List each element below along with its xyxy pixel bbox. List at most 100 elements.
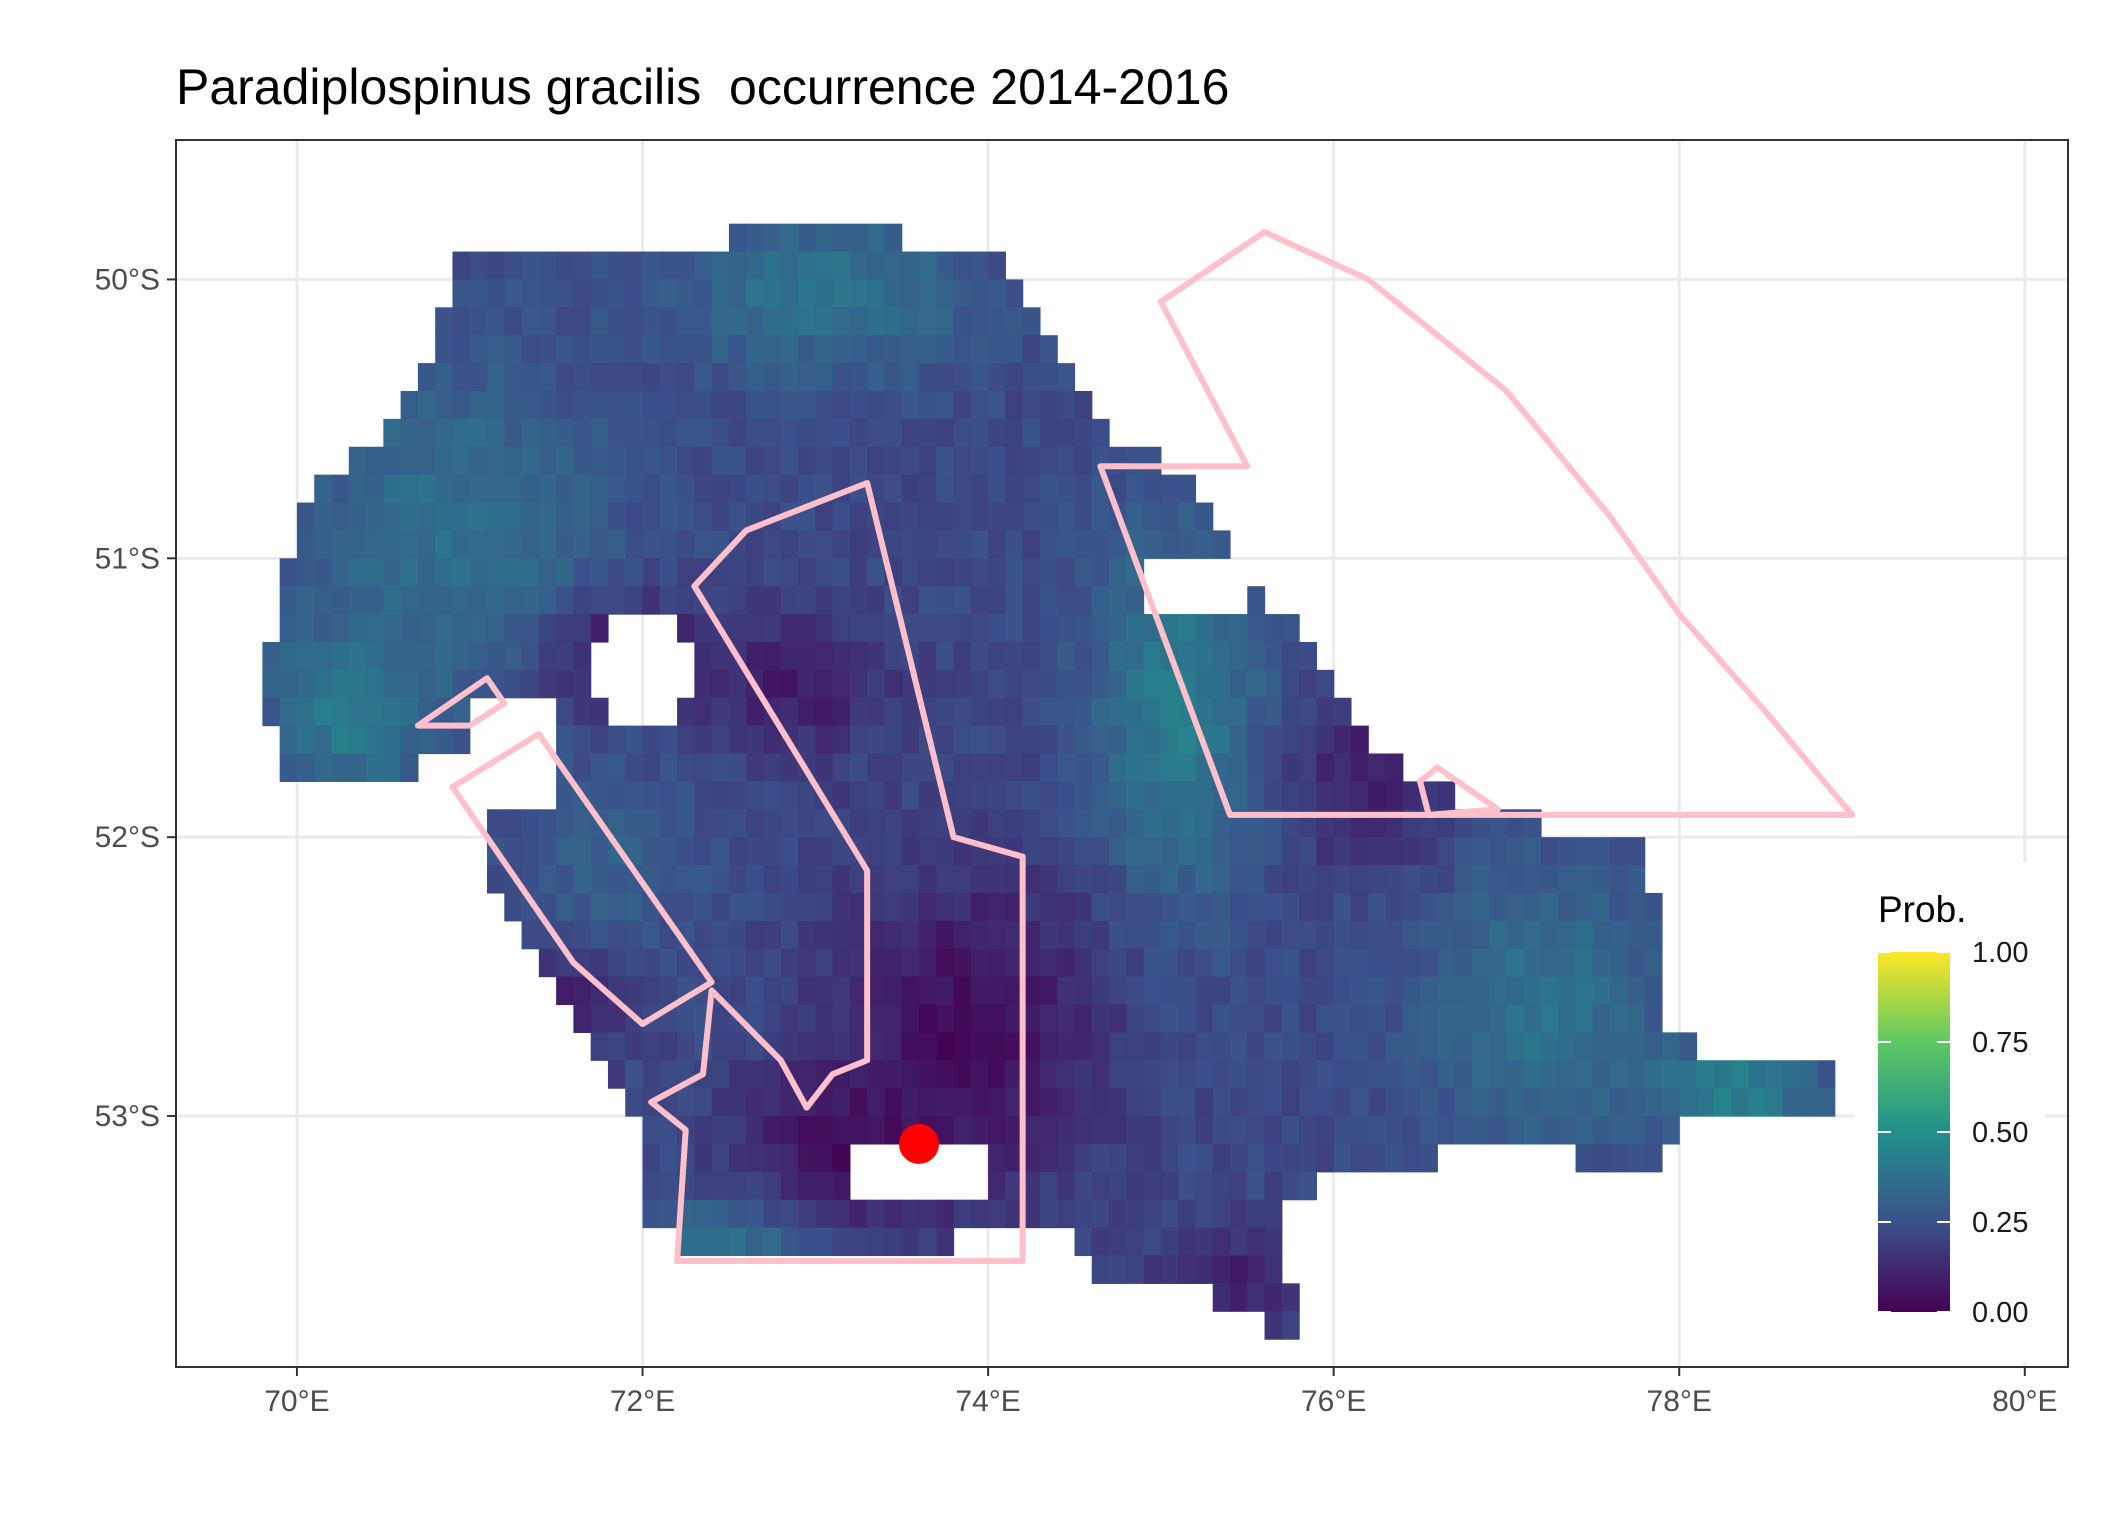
raster-cell: [763, 948, 782, 978]
raster-cell: [1627, 920, 1646, 950]
raster-cell: [728, 390, 747, 420]
raster-cell: [901, 697, 920, 727]
raster-cell: [867, 837, 886, 866]
raster-cell: [504, 809, 523, 838]
raster-cell: [452, 279, 471, 308]
raster-cell: [711, 363, 730, 392]
raster-cell: [1471, 1088, 1490, 1117]
raster-cell: [504, 669, 523, 699]
raster-cell: [815, 1032, 834, 1061]
raster-cell: [849, 307, 868, 336]
raster-cell: [1610, 1116, 1628, 1145]
raster-cell: [1091, 1004, 1110, 1033]
raster-cell: [901, 1004, 920, 1033]
raster-cell: [573, 586, 592, 615]
raster-cell: [1247, 614, 1266, 643]
raster-cell: [1316, 697, 1335, 727]
raster-cell: [694, 251, 713, 281]
raster-cell: [296, 697, 315, 727]
raster-cell: [884, 809, 903, 838]
raster-cell: [1091, 837, 1110, 866]
raster-cell: [746, 753, 765, 782]
raster-cell: [867, 781, 886, 810]
raster-cell: [763, 1143, 782, 1173]
raster-cell: [1368, 1116, 1387, 1145]
raster-cell: [331, 502, 350, 532]
raster-cell: [1057, 865, 1076, 894]
raster-cell: [1126, 641, 1145, 671]
raster-cell: [1402, 781, 1421, 810]
raster-cell: [867, 1199, 886, 1229]
raster-cell: [798, 1032, 816, 1061]
raster-cell: [1229, 865, 1248, 894]
raster-cell: [469, 335, 488, 364]
raster-cell: [487, 390, 505, 420]
raster-cell: [1299, 669, 1317, 699]
raster-cell: [1074, 390, 1093, 420]
raster-cell: [780, 446, 799, 476]
raster-cell: [1022, 809, 1041, 838]
raster-cell: [487, 865, 505, 894]
raster-cell: [1782, 1088, 1801, 1117]
raster-cell: [1368, 1088, 1387, 1117]
raster-cell: [1247, 1116, 1266, 1145]
raster-cell: [1610, 948, 1628, 978]
raster-cell: [1109, 1171, 1127, 1201]
raster-cell: [383, 614, 402, 643]
raster-cell: [867, 976, 886, 1006]
raster-cell: [1368, 948, 1387, 978]
raster-cell: [780, 1032, 799, 1061]
raster-cell: [1005, 558, 1024, 587]
raster-cell: [849, 920, 868, 950]
raster-cell: [1195, 920, 1214, 950]
raster-cell: [746, 279, 765, 308]
raster-cell: [452, 697, 471, 727]
raster-cell: [763, 725, 782, 755]
raster-cell: [331, 753, 350, 782]
raster-cell: [1333, 948, 1352, 978]
raster-cell: [901, 1227, 920, 1257]
raster-cell: [1126, 446, 1145, 476]
raster-cell: [884, 1088, 903, 1117]
raster-cell: [504, 474, 523, 504]
raster-cell: [1247, 1032, 1266, 1061]
raster-cell: [642, 1143, 661, 1173]
raster-cell: [590, 307, 609, 336]
raster-cell: [590, 558, 609, 587]
raster-cell: [1005, 1171, 1024, 1201]
raster-cell: [1385, 837, 1404, 866]
raster-cell: [1005, 725, 1024, 755]
raster-cell: [970, 418, 989, 448]
raster-cell: [417, 725, 436, 755]
raster-cell: [1057, 474, 1076, 504]
raster-cell: [901, 502, 920, 532]
raster-cell: [832, 363, 851, 392]
raster-cell: [763, 390, 782, 420]
raster-cell: [815, 1143, 834, 1173]
raster-cell: [1195, 669, 1214, 699]
raster-cell: [1160, 948, 1179, 978]
raster-cell: [1022, 725, 1041, 755]
raster-cell: [383, 669, 402, 699]
raster-cell: [1592, 1088, 1611, 1117]
y-tick-label: 50°S: [95, 263, 160, 296]
raster-cell: [366, 669, 384, 699]
raster-cell: [590, 586, 609, 615]
raster-cell: [1765, 1060, 1784, 1089]
raster-cell: [849, 1199, 868, 1229]
raster-cell: [1057, 1199, 1076, 1229]
raster-cell: [832, 641, 851, 671]
raster-cell: [625, 390, 644, 420]
raster-cell: [417, 641, 436, 671]
raster-cell: [625, 446, 644, 476]
raster-cell: [780, 1143, 799, 1173]
raster-cell: [988, 1088, 1006, 1117]
raster-cell: [573, 920, 592, 950]
raster-cell: [607, 418, 626, 448]
raster-cell: [504, 418, 523, 448]
raster-cell: [642, 920, 661, 950]
raster-cell: [1247, 1255, 1266, 1284]
raster-cell: [659, 1032, 678, 1061]
raster-cell: [642, 279, 661, 308]
raster-cell: [625, 251, 644, 281]
